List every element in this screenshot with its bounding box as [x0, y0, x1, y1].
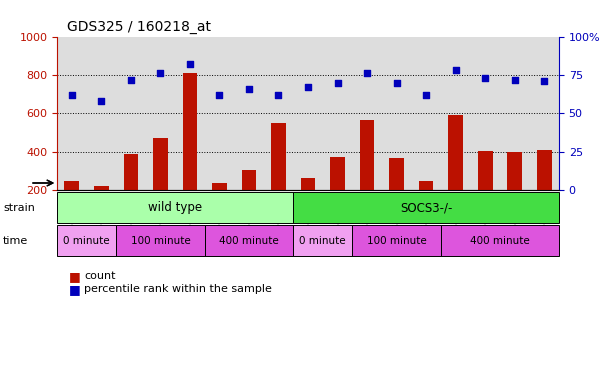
- Point: [303, 85, 313, 90]
- Text: 100 minute: 100 minute: [130, 236, 191, 246]
- Text: 400 minute: 400 minute: [219, 236, 279, 246]
- Text: time: time: [3, 236, 28, 246]
- Text: 400 minute: 400 minute: [470, 236, 529, 246]
- Bar: [57, 37, 87, 190]
- Bar: [471, 37, 500, 190]
- Bar: [293, 37, 323, 190]
- Bar: [145, 37, 175, 190]
- Point: [97, 98, 106, 104]
- Bar: [205, 37, 234, 190]
- Point: [510, 77, 519, 83]
- Bar: [64, 181, 79, 229]
- Bar: [57, 192, 293, 223]
- Text: ■: ■: [69, 270, 81, 283]
- Text: 100 minute: 100 minute: [367, 236, 427, 246]
- Point: [539, 78, 549, 84]
- Bar: [448, 115, 463, 229]
- Bar: [382, 37, 411, 190]
- Text: wild type: wild type: [148, 201, 202, 214]
- Point: [67, 92, 77, 98]
- Point: [273, 92, 283, 98]
- Point: [362, 71, 372, 76]
- Bar: [242, 170, 257, 229]
- Point: [185, 61, 195, 67]
- Bar: [441, 37, 471, 190]
- Bar: [529, 37, 559, 190]
- Bar: [352, 37, 382, 190]
- Bar: [116, 225, 205, 256]
- Point: [215, 92, 224, 98]
- Bar: [271, 123, 286, 229]
- Bar: [94, 186, 109, 229]
- Text: GDS325 / 160218_at: GDS325 / 160218_at: [67, 20, 211, 34]
- Bar: [124, 154, 138, 229]
- Text: ■: ■: [69, 283, 81, 296]
- Text: 0 minute: 0 minute: [299, 236, 346, 246]
- Bar: [537, 150, 552, 229]
- Bar: [264, 37, 293, 190]
- Bar: [330, 157, 345, 229]
- Bar: [293, 192, 559, 223]
- Bar: [234, 37, 264, 190]
- Bar: [389, 158, 404, 229]
- Point: [244, 86, 254, 92]
- Bar: [116, 37, 145, 190]
- Point: [126, 77, 136, 83]
- Bar: [500, 37, 529, 190]
- Point: [451, 67, 460, 73]
- Bar: [411, 37, 441, 190]
- Text: SOCS3-/-: SOCS3-/-: [400, 201, 453, 214]
- Point: [333, 80, 343, 86]
- Bar: [293, 225, 352, 256]
- Bar: [352, 225, 441, 256]
- Bar: [359, 120, 374, 229]
- Text: percentile rank within the sample: percentile rank within the sample: [84, 284, 272, 294]
- Bar: [87, 37, 116, 190]
- Text: count: count: [84, 271, 115, 281]
- Bar: [300, 178, 316, 229]
- Bar: [57, 225, 116, 256]
- Bar: [441, 225, 559, 256]
- Bar: [323, 37, 352, 190]
- Bar: [419, 181, 433, 229]
- Point: [156, 71, 165, 76]
- Point: [392, 80, 401, 86]
- Bar: [205, 225, 293, 256]
- Text: strain: strain: [3, 203, 35, 213]
- Bar: [212, 183, 227, 229]
- Text: 0 minute: 0 minute: [63, 236, 110, 246]
- Bar: [153, 138, 168, 229]
- Point: [480, 75, 490, 81]
- Bar: [183, 73, 197, 229]
- Bar: [175, 37, 205, 190]
- Bar: [507, 152, 522, 229]
- Point: [421, 92, 431, 98]
- Bar: [478, 151, 492, 229]
